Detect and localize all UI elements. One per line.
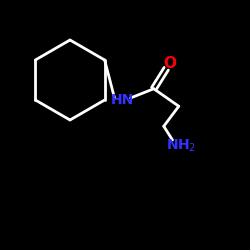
- Text: HN: HN: [111, 93, 134, 107]
- Text: O: O: [163, 56, 176, 71]
- Text: NH$_2$: NH$_2$: [166, 138, 196, 154]
